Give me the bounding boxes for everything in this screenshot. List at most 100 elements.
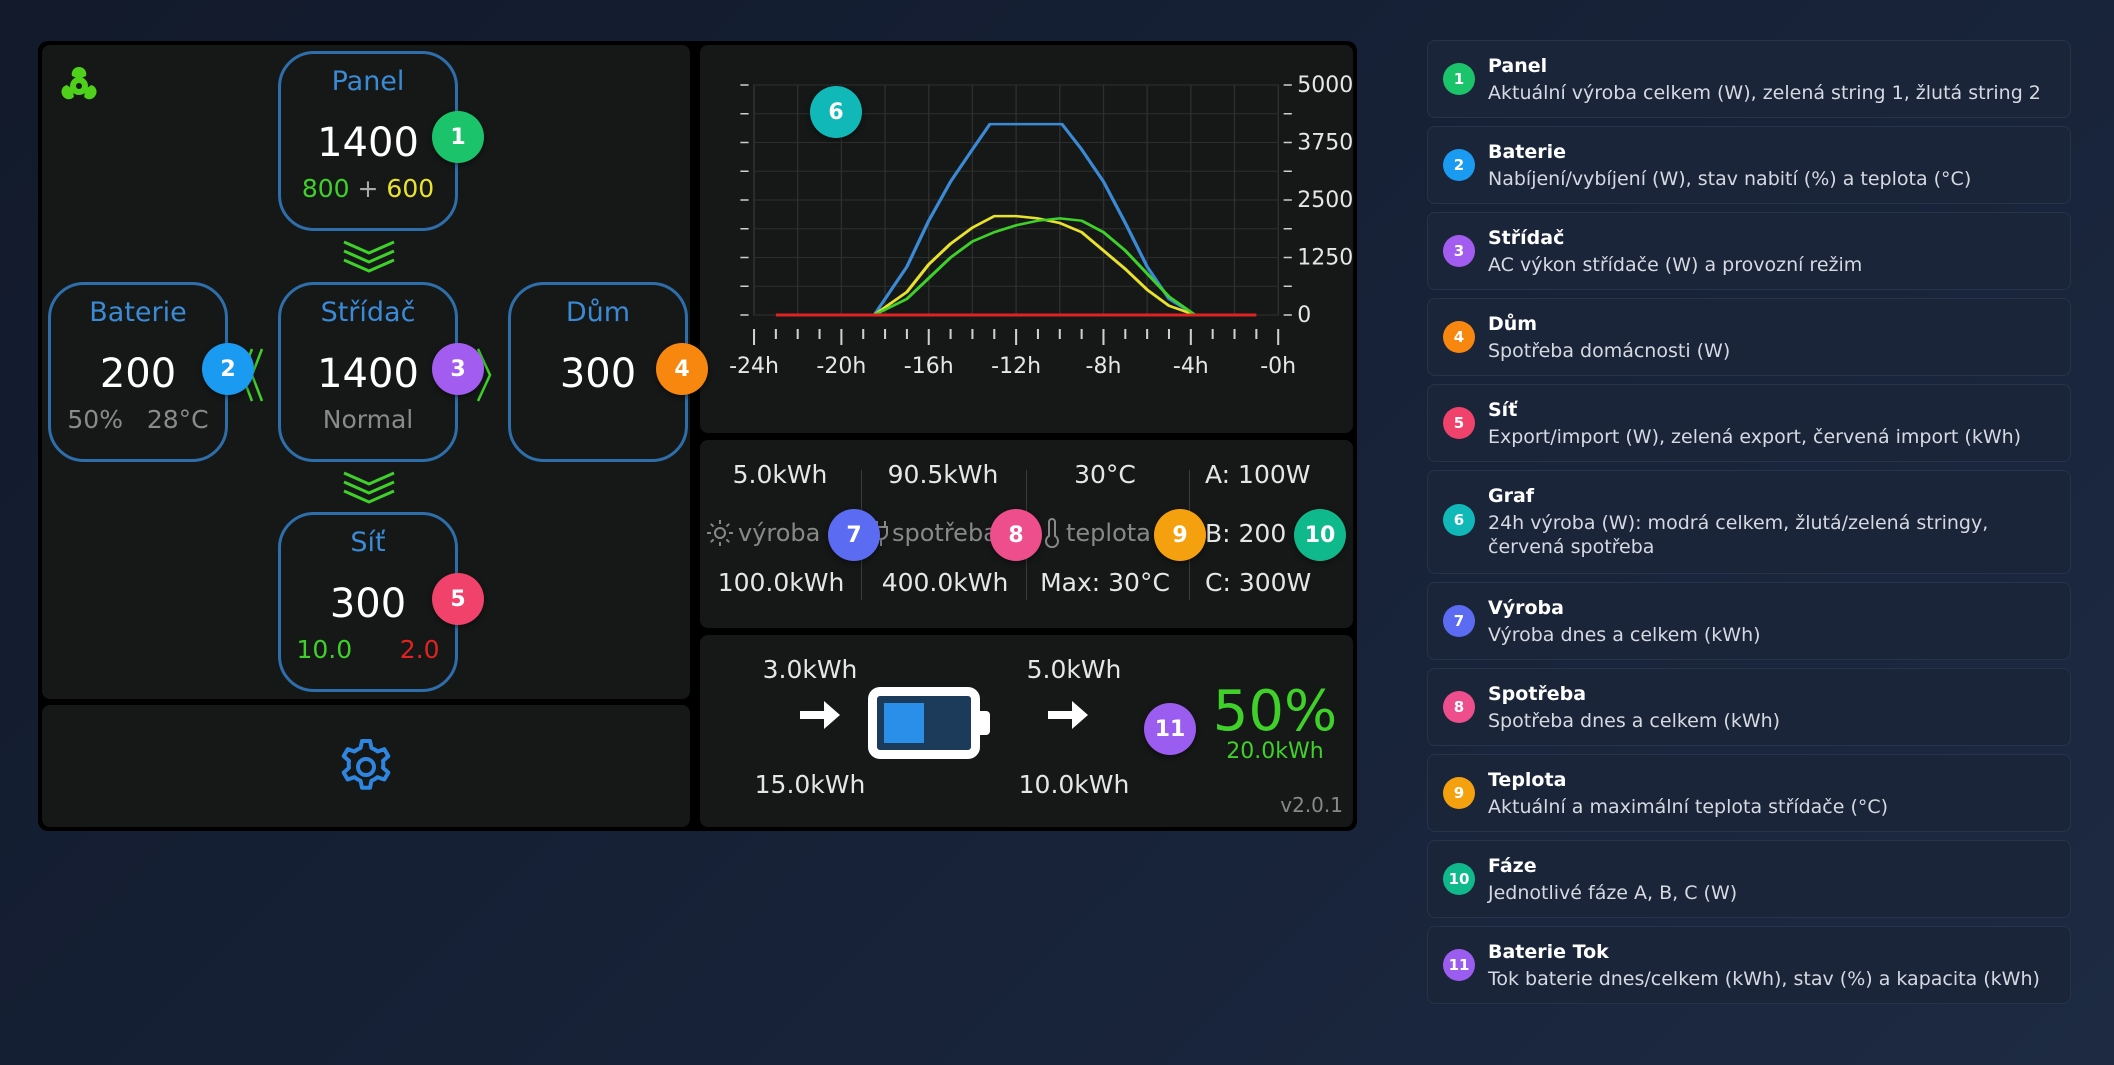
badge-2: 2 xyxy=(202,343,254,395)
temp-label: teplota xyxy=(1066,519,1151,547)
legend-badge: 11 xyxy=(1443,949,1475,981)
panel-string2: 600 xyxy=(386,174,435,203)
badge-8: 8 xyxy=(990,509,1042,561)
battery-icon xyxy=(868,687,992,759)
legend-item: 11 Baterie Tok Tok baterie dnes/celkem (kW… xyxy=(1427,926,2071,1004)
chart-x-tick-label: -4h xyxy=(1173,354,1209,379)
chart-series-line-3 xyxy=(873,217,1197,317)
legend-badge: 10 xyxy=(1443,863,1475,895)
legend-badge: 1 xyxy=(1443,63,1475,95)
chart-series-line-1 xyxy=(872,122,1197,316)
thermometer-icon xyxy=(1045,518,1059,548)
badge-4: 4 xyxy=(656,343,708,395)
badge-10: 10 xyxy=(1294,509,1346,561)
battery-sub: 50% 28°C xyxy=(51,405,225,434)
panel-plus: + xyxy=(357,174,379,203)
legend-item: 2 Baterie Nabíjení/vybíjení (W), stav nabi… xyxy=(1427,126,2071,204)
settings-panel xyxy=(42,705,690,827)
legend-description: Jednotlivé fáze A, B, C (W) xyxy=(1488,882,1738,904)
panel-value: 1400 xyxy=(317,120,419,166)
legend-description: Spotřeba dnes a celkem (kWh) xyxy=(1488,710,1781,732)
chart-y-tick-label: 5000 xyxy=(1297,73,1353,98)
battery-capacity: 20.0kWh xyxy=(1226,739,1324,764)
legend-title: Panel xyxy=(1488,55,1548,77)
legend-badge: 2 xyxy=(1443,149,1475,181)
battery-node: Baterie 200 50% 28°C xyxy=(48,282,228,462)
badge-9: 9 xyxy=(1154,509,1206,561)
chart-series-line-2 xyxy=(872,214,1196,317)
flow-down-arrow-icon xyxy=(343,240,395,273)
panel-node: Panel 1400 800 + 600 xyxy=(278,51,458,231)
badge-6: 6 xyxy=(810,86,862,138)
inverter-title: Střídač xyxy=(320,297,416,328)
grid-import: 2.0 xyxy=(399,635,440,664)
flow-down-arrow-icon-2 xyxy=(343,471,395,504)
legend-description: Spotřeba domácnosti (W) xyxy=(1488,340,1731,362)
chart-x-tick-label: -20h xyxy=(816,354,866,379)
legend-badge: 9 xyxy=(1443,777,1475,809)
legend-title: Výroba xyxy=(1488,597,1564,619)
legend-title: Graf xyxy=(1488,485,1535,507)
badge-3: 3 xyxy=(432,343,484,395)
battery-discharge-today: 5.0kWh xyxy=(1026,655,1122,684)
chart-y-tick-label: 3750 xyxy=(1297,131,1353,156)
badge-11: 11 xyxy=(1144,703,1196,755)
device-screen: Panel 1400 800 + 600 Baterie 200 50% 28°… xyxy=(38,41,1357,831)
grid-title: Síť xyxy=(350,527,386,558)
chart-x-tick-label: -24h xyxy=(729,354,779,379)
legend-title: Dům xyxy=(1488,313,1538,335)
legend-title: Fáze xyxy=(1488,855,1537,877)
chart-y-tick-label: 2500 xyxy=(1297,188,1353,213)
phase-a: A: 100W xyxy=(1205,460,1311,489)
legend-title: Síť xyxy=(1488,399,1518,421)
phase-b: B: 200 xyxy=(1205,519,1287,548)
consumption-total: 400.0kWh xyxy=(881,568,1009,597)
gear-icon[interactable] xyxy=(336,737,396,797)
grid-node: Síť 300 10.0 2.0 xyxy=(278,512,458,692)
battery-fill xyxy=(884,703,924,743)
chart-x-tick-label: -8h xyxy=(1086,354,1122,379)
flow-right-arrow-icon xyxy=(476,348,492,402)
legend-description: Tok baterie dnes/celkem (kWh), stav (%) … xyxy=(1488,968,2040,990)
legend-badge: 5 xyxy=(1443,407,1475,439)
legend-description: Export/import (W), zelená export, červen… xyxy=(1488,426,2022,448)
legend-item: 9 Teplota Aktuální a maximální teplota stř… xyxy=(1427,754,2071,832)
legend-description: Aktuální a maximální teplota střídače (°… xyxy=(1488,796,1889,818)
panel-strings: 800 + 600 xyxy=(281,174,455,203)
legend-title: Baterie xyxy=(1488,141,1567,163)
chart-x-tick-label: -0h xyxy=(1260,354,1296,379)
production-today: 5.0kWh xyxy=(732,460,828,489)
legend-title: Spotřeba xyxy=(1488,683,1587,705)
chart-x-tick-label: -16h xyxy=(904,354,954,379)
badge-5: 5 xyxy=(432,573,484,625)
legend-item: 4 Dům Spotřeba domácnosti (W) xyxy=(1427,298,2071,376)
arrow-right-icon xyxy=(800,701,840,729)
legend-badge: 7 xyxy=(1443,605,1475,637)
legend-title: Teplota xyxy=(1488,769,1567,791)
battery-title: Baterie xyxy=(89,297,187,328)
legend-description: Výroba dnes a celkem (kWh) xyxy=(1488,624,1761,646)
legend-item: 6 Graf 24h výroba (W): modrá celkem, žlutá… xyxy=(1427,470,2071,574)
inverter-node: Střídač 1400 Normal xyxy=(278,282,458,462)
legend-description: AC výkon střídače (W) a provozní režim xyxy=(1488,254,1863,276)
battery-soc-large: 50% xyxy=(1212,679,1338,744)
chart-y-tick-label: 0 xyxy=(1297,303,1311,328)
sun-icon xyxy=(707,520,733,546)
fan-icon xyxy=(61,66,97,100)
legend-item: 5 Síť Export/import (W), zelená export, če… xyxy=(1427,384,2071,462)
production-label: výroba xyxy=(738,519,821,547)
battery-charge-today: 3.0kWh xyxy=(762,655,858,684)
consumption-today: 90.5kWh xyxy=(887,460,999,489)
legend-title: Střídač xyxy=(1488,227,1565,249)
legend-item: 8 Spotřeba Spotřeba dnes a celkem (kWh) xyxy=(1427,668,2071,746)
battery-discharge-total: 10.0kWh xyxy=(1018,770,1130,799)
battery-charge-total: 15.0kWh xyxy=(754,770,866,799)
temp-current: 30°C xyxy=(1074,460,1136,489)
legend-item: 7 Výroba Výroba dnes a celkem (kWh) xyxy=(1427,582,2071,660)
production-chart-panel: 5000 3750 2500 1250 0 -24h -20h -16h -12h -8h -4h -… xyxy=(700,45,1353,433)
consumption-label: spotřeba xyxy=(892,519,998,547)
version-label: v2.0.1 xyxy=(1280,793,1343,817)
power-flow-panel: Panel 1400 800 + 600 Baterie 200 50% 28°… xyxy=(42,45,690,699)
phase-c: C: 300W xyxy=(1205,568,1312,597)
legend-description: Nabíjení/vybíjení (W), stav nabití (%) a… xyxy=(1488,168,1972,190)
